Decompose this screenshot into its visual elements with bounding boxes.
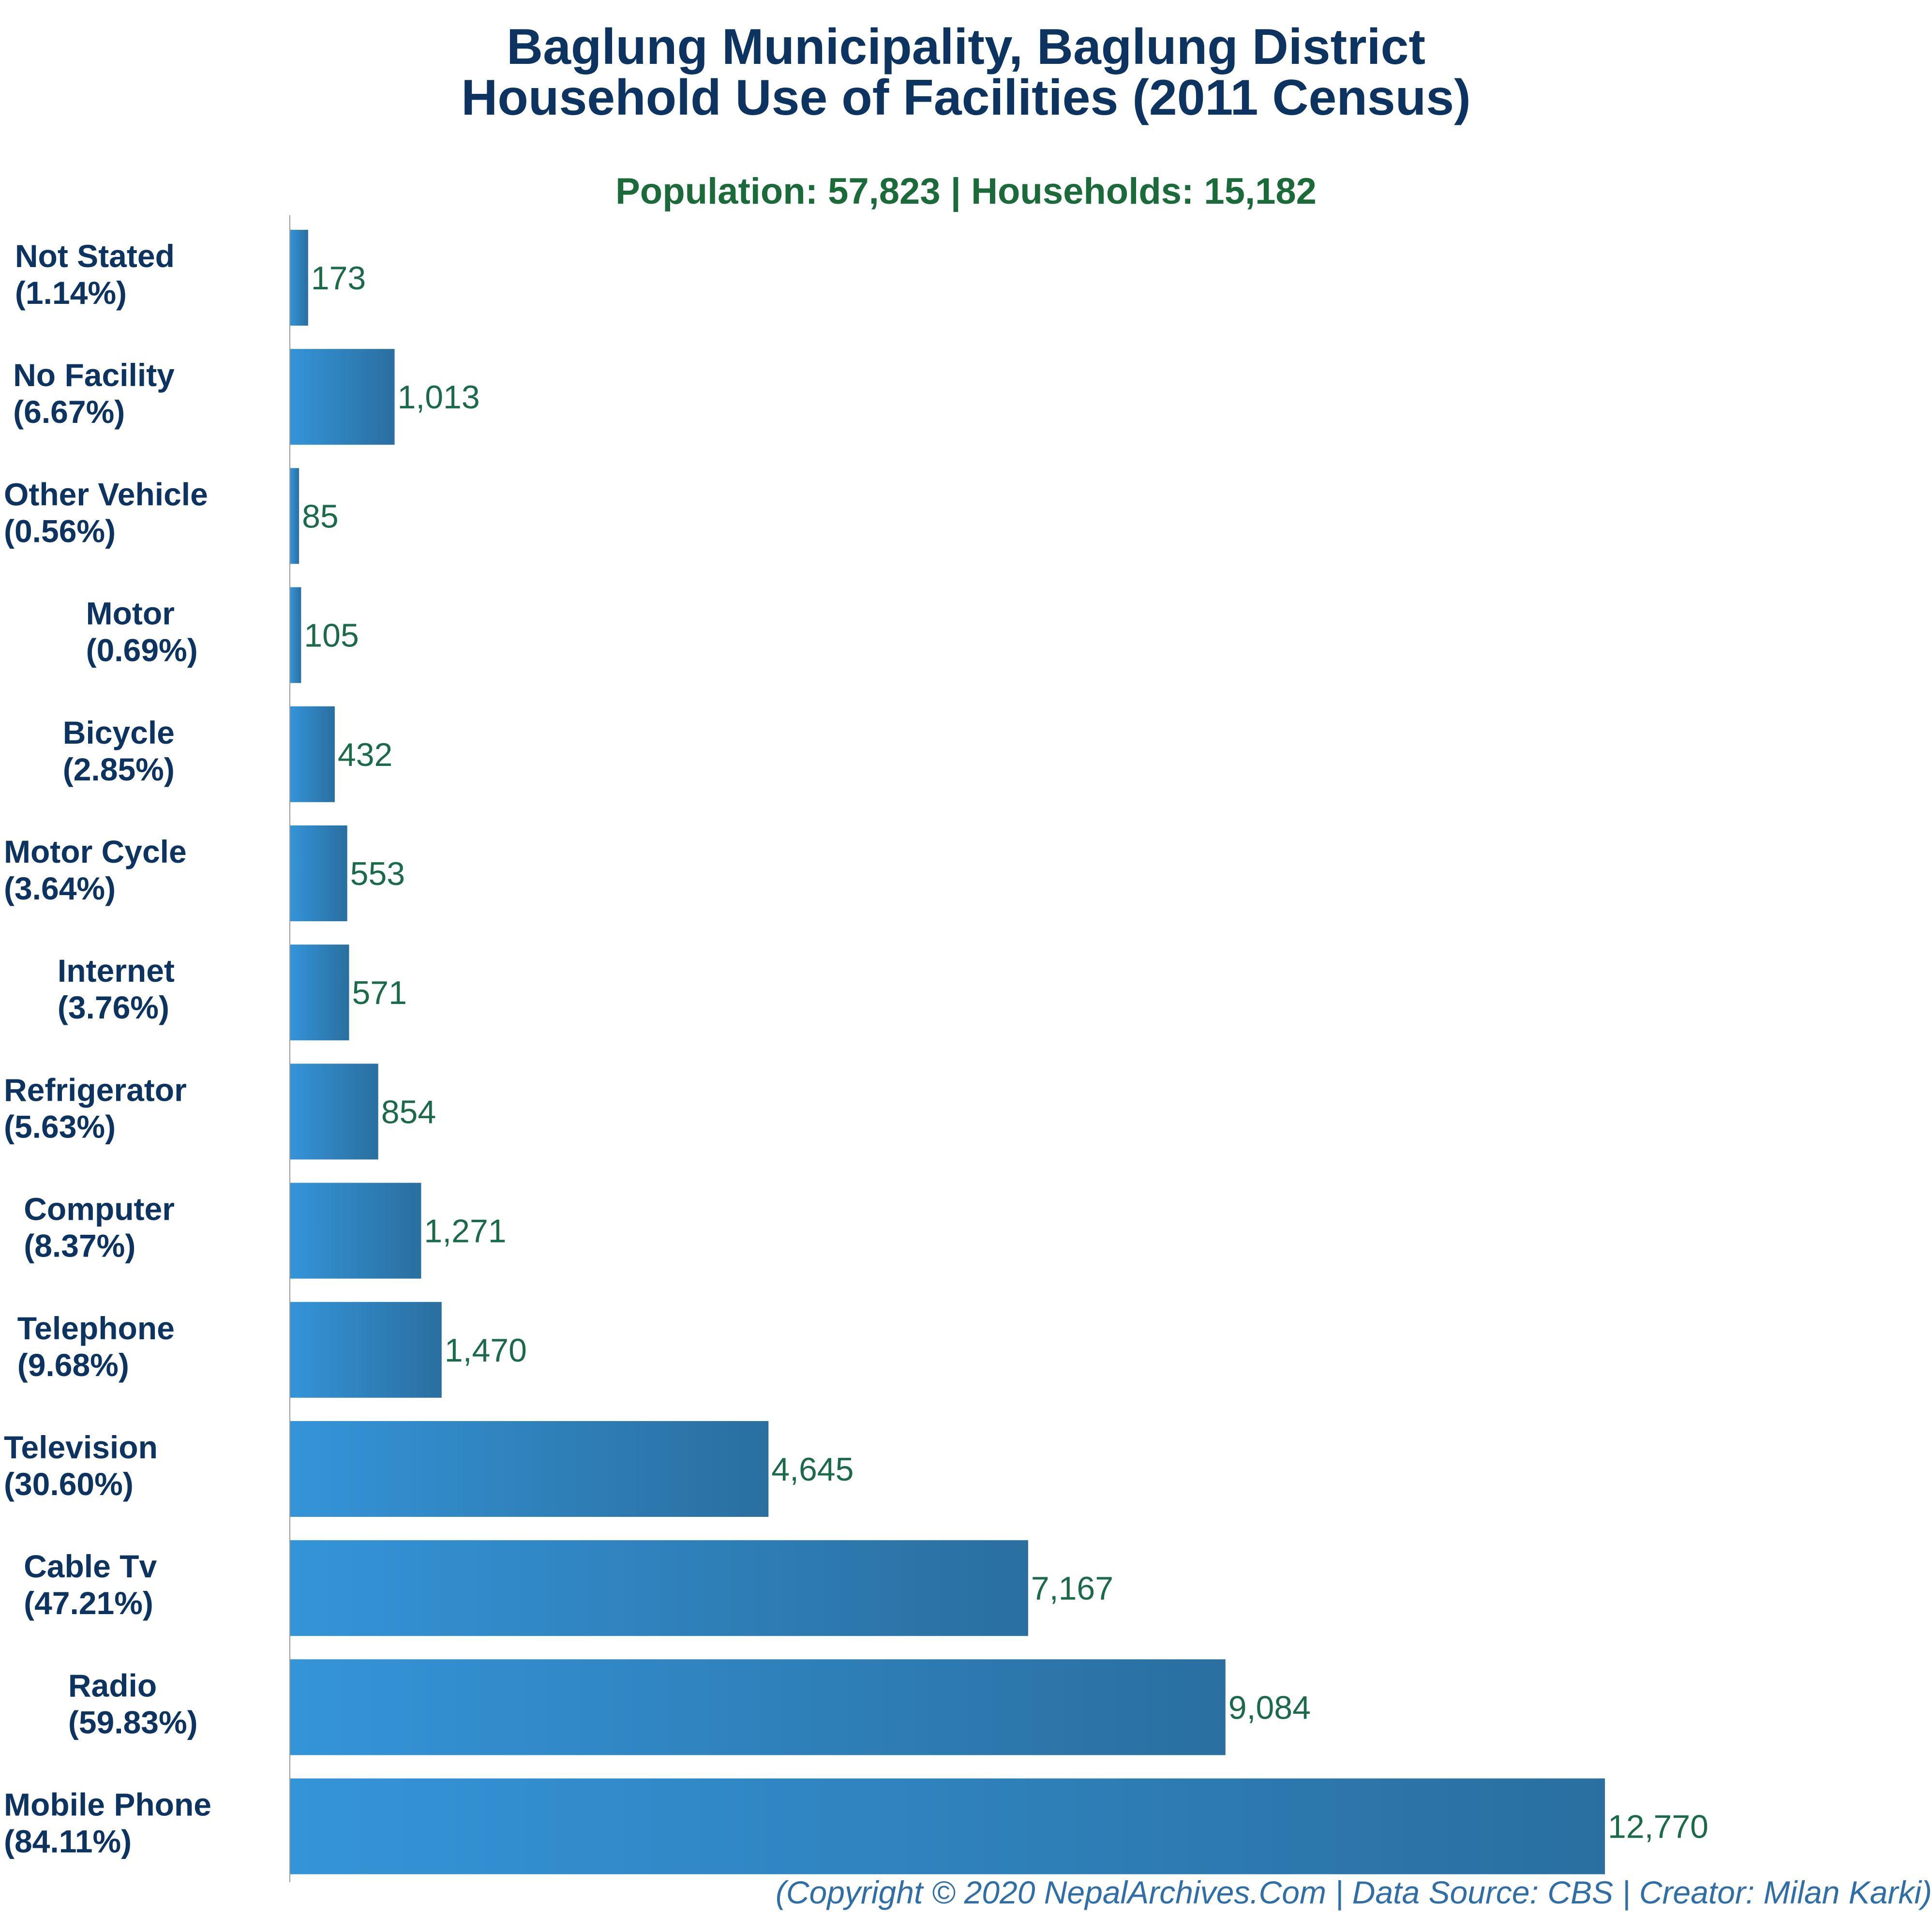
- value-label-radio: 9,084: [1228, 1689, 1311, 1726]
- category-percent-refrigerator: (5.63%): [4, 1108, 116, 1144]
- category-name-motor-cycle: Motor Cycle: [4, 834, 187, 869]
- category-label-not-stated: Not Stated (1.14%): [15, 238, 175, 311]
- bar-internet: [290, 944, 349, 1041]
- chart-title-line-2: Household Use of Facilities (2011 Census…: [461, 70, 1471, 126]
- value-label-refrigerator: 854: [381, 1093, 436, 1130]
- category-name-radio: Radio: [68, 1667, 157, 1703]
- value-label-computer: 1,271: [424, 1213, 506, 1250]
- bar-motor-cycle: [290, 825, 347, 921]
- category-label-mobile-phone: Mobile Phone (84.11%): [4, 1787, 211, 1859]
- category-name-computer: Computer: [24, 1191, 175, 1227]
- category-name-other-vehicle: Other Vehicle: [4, 476, 208, 512]
- value-label-cable-tv: 7,167: [1031, 1570, 1113, 1607]
- category-label-motor-cycle: Motor Cycle (3.64%): [4, 834, 187, 906]
- category-percent-no-facility: (6.67%): [13, 394, 125, 430]
- category-name-not-stated: Not Stated: [15, 238, 175, 274]
- category-label-no-facility: No Facility (6.67%): [13, 357, 175, 430]
- category-name-bicycle: Bicycle: [63, 715, 175, 750]
- chart-subtitle: Population: 57,823 | Households: 15,182: [615, 171, 1317, 212]
- category-percent-motor-cycle: (3.64%): [4, 870, 116, 906]
- bar-bicycle: [290, 706, 335, 802]
- value-label-no-facility: 1,013: [398, 379, 480, 416]
- bar-motor: [290, 587, 301, 683]
- chart-footer: (Copyright © 2020 NepalArchives.Com | Da…: [775, 1874, 1932, 1910]
- category-percent-not-stated: (1.14%): [15, 275, 127, 311]
- bar-no-facility: [290, 349, 395, 445]
- category-percent-computer: (8.37%): [24, 1228, 135, 1264]
- category-label-computer: Computer (8.37%): [24, 1191, 175, 1264]
- category-label-telephone: Telephone (9.68%): [17, 1310, 175, 1383]
- value-label-other-vehicle: 85: [302, 498, 339, 535]
- value-label-telephone: 1,470: [445, 1332, 527, 1369]
- category-percent-telephone: (9.68%): [17, 1347, 129, 1383]
- category-label-internet: Internet (3.76%): [58, 953, 175, 1025]
- category-label-other-vehicle: Other Vehicle (0.56%): [4, 476, 208, 549]
- category-percent-other-vehicle: (0.56%): [4, 513, 116, 549]
- category-label-cable-tv: Cable Tv (47.21%): [24, 1548, 157, 1621]
- value-label-motor: 105: [304, 617, 359, 654]
- category-percent-bicycle: (2.85%): [63, 751, 175, 787]
- category-name-no-facility: No Facility: [13, 357, 175, 393]
- category-name-refrigerator: Refrigerator: [4, 1072, 187, 1108]
- category-percent-mobile-phone: (84.11%): [4, 1824, 132, 1859]
- bar-mobile-phone: [290, 1778, 1605, 1874]
- category-percent-internet: (3.76%): [58, 989, 169, 1025]
- value-label-motor-cycle: 553: [350, 855, 405, 892]
- bar-not-stated: [290, 230, 308, 326]
- bar-radio: [290, 1659, 1226, 1755]
- category-name-telephone: Telephone: [17, 1310, 175, 1346]
- category-name-cable-tv: Cable Tv: [24, 1548, 157, 1584]
- value-label-bicycle: 432: [338, 736, 392, 773]
- value-label-not-stated: 173: [311, 260, 366, 297]
- category-name-internet: Internet: [58, 953, 175, 988]
- bar-telephone: [290, 1302, 442, 1398]
- category-label-refrigerator: Refrigerator (5.63%): [4, 1072, 187, 1144]
- category-label-bicycle: Bicycle (2.85%): [63, 715, 175, 787]
- category-percent-cable-tv: (47.21%): [24, 1585, 153, 1621]
- category-percent-radio: (59.83%): [68, 1704, 198, 1740]
- category-percent-television: (30.60%): [4, 1466, 134, 1502]
- bar-computer: [290, 1183, 421, 1279]
- category-label-motor: Motor (0.69%): [86, 596, 198, 668]
- bar-other-vehicle: [290, 468, 300, 564]
- value-label-television: 4,645: [771, 1451, 854, 1488]
- bar-refrigerator: [290, 1063, 378, 1160]
- category-percent-motor: (0.69%): [86, 632, 198, 668]
- category-name-mobile-phone: Mobile Phone: [4, 1787, 211, 1823]
- category-name-motor: Motor: [86, 596, 175, 631]
- category-name-television: Television: [4, 1429, 158, 1465]
- value-label-internet: 571: [352, 974, 406, 1011]
- bar-cable-tv: [290, 1540, 1028, 1636]
- category-label-radio: Radio (59.83%): [68, 1667, 198, 1740]
- bar-television: [290, 1421, 769, 1517]
- chart-title-line-1: Baglung Municipality, Baglung District: [506, 19, 1425, 75]
- value-label-mobile-phone: 12,770: [1608, 1809, 1708, 1845]
- category-label-television: Television (30.60%): [4, 1429, 158, 1502]
